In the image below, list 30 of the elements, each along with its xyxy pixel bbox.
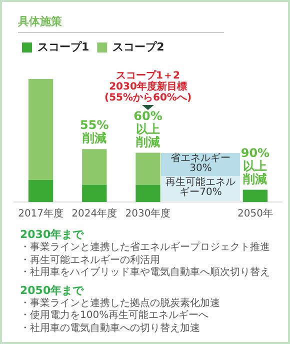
bar bbox=[242, 190, 268, 202]
bar bbox=[136, 152, 160, 185]
legend-label: スコープ1 bbox=[38, 40, 90, 54]
text: ・再生可能エネルギーの利活用 bbox=[20, 254, 161, 266]
text: 2030年まで bbox=[20, 228, 85, 242]
x-tick-label: 2030年度 bbox=[125, 208, 171, 220]
annotation: 60%以上削減 bbox=[134, 108, 162, 149]
text: ・社用車をハイブリッド車や電気自動車へ順次切り替え bbox=[20, 267, 271, 280]
chart-title: 具体施策 bbox=[18, 14, 224, 33]
bar bbox=[28, 79, 54, 180]
x-tick-label: 2050年 bbox=[237, 208, 273, 220]
bar bbox=[82, 149, 107, 185]
legend-label: スコープ2 bbox=[112, 40, 164, 54]
bar bbox=[82, 184, 107, 202]
annotation: 再生可能エネルギー70% bbox=[161, 176, 240, 201]
text: ・事業ラインと連携した拠点の脱炭素化加速 bbox=[20, 298, 221, 310]
annotation: 90%以上削減 bbox=[240, 146, 270, 186]
annotation: (55%から60%へ) bbox=[104, 92, 192, 104]
annotation: 省エネルギー30% bbox=[161, 152, 240, 176]
text: ・社用車の電気自動車への切り替え加速 bbox=[20, 322, 201, 335]
annotation: スコープ1＋2 bbox=[116, 70, 180, 82]
text: 2050年まで bbox=[20, 284, 85, 298]
x-tick-label: 2017年度 bbox=[18, 208, 64, 220]
bar bbox=[28, 180, 54, 202]
annotation: 55%削減 bbox=[80, 118, 109, 146]
bar bbox=[136, 184, 160, 202]
x-tick-label: 2024年度 bbox=[72, 208, 118, 220]
text: ・使用電力を100%再生可能エネルギーへ bbox=[20, 310, 210, 322]
text: ・事業ラインと連携した省エネルギープロジェクト推進 bbox=[20, 242, 271, 254]
annotation: 2030年度新目標 bbox=[109, 80, 187, 93]
